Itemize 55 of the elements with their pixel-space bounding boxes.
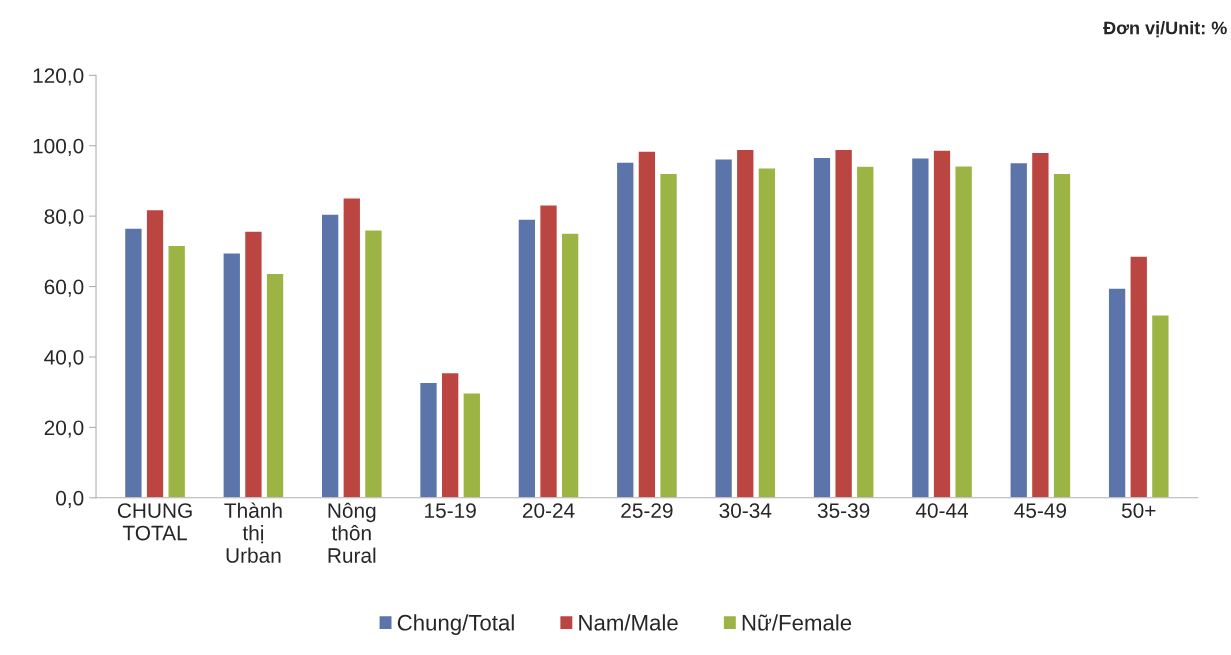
bar: [1009, 161, 1029, 498]
x-tick-label: 50+: [1121, 503, 1156, 518]
y-tick-label: 40,0: [44, 349, 84, 368]
x-tick-label: 25-29: [621, 503, 673, 518]
bar: [1129, 255, 1149, 498]
bar: [1052, 172, 1072, 498]
legend-label: Chung/Total: [397, 614, 514, 635]
legend-label: Nữ/Female: [742, 614, 852, 631]
y-tick-label: 60,0: [44, 279, 84, 297]
text: Đơn vị/Unit: %: [1103, 21, 1227, 38]
bar: [714, 158, 734, 498]
x-tick-label: Nông thôn Rural: [328, 502, 376, 563]
y-tick-label: 100,0: [33, 138, 84, 156]
x-tick-label: 45-49: [1014, 503, 1067, 518]
bar: [1030, 151, 1050, 498]
bar: [560, 232, 580, 498]
bar: [538, 204, 559, 498]
x-tick-label: 40-44: [915, 503, 969, 518]
bar: [735, 148, 755, 498]
x-tick-label: Thành thị Urban: [224, 502, 282, 563]
bar: [462, 392, 482, 498]
bar: [1107, 287, 1127, 498]
bar: [517, 218, 537, 498]
bar: [658, 172, 679, 498]
y-tick-label: 120,0: [33, 68, 84, 86]
bar: [222, 252, 242, 498]
bar: [855, 165, 875, 498]
y-tick-label: 80,0: [44, 209, 84, 227]
y-tick-label: 20,0: [44, 420, 84, 438]
bar: [342, 197, 362, 498]
bar: [418, 381, 439, 498]
x-tick-label: 15-19: [425, 503, 476, 518]
bar: [834, 148, 854, 498]
bar: [1150, 314, 1170, 498]
bar: [954, 165, 974, 498]
bar: [145, 208, 165, 498]
bar: [757, 167, 777, 498]
bar: [123, 227, 143, 498]
bar: [243, 230, 263, 498]
bar: [615, 161, 635, 498]
bar: [265, 272, 285, 498]
x-tick-label: 20-24: [522, 503, 575, 518]
bar: [812, 156, 832, 498]
x-tick-label: CHUNG TOTAL: [117, 503, 192, 541]
x-tick-label: 30-34: [719, 503, 772, 518]
bar: [440, 371, 460, 498]
bar: [637, 150, 657, 498]
bar: [910, 157, 930, 498]
legend-label: Nam/Male: [579, 614, 678, 631]
bar: [167, 244, 187, 498]
x-tick-label: 35-39: [817, 503, 870, 518]
bar: [363, 229, 383, 498]
bar: [320, 213, 340, 498]
bar: [932, 149, 952, 498]
y-tick-label: 0,0: [56, 490, 84, 509]
